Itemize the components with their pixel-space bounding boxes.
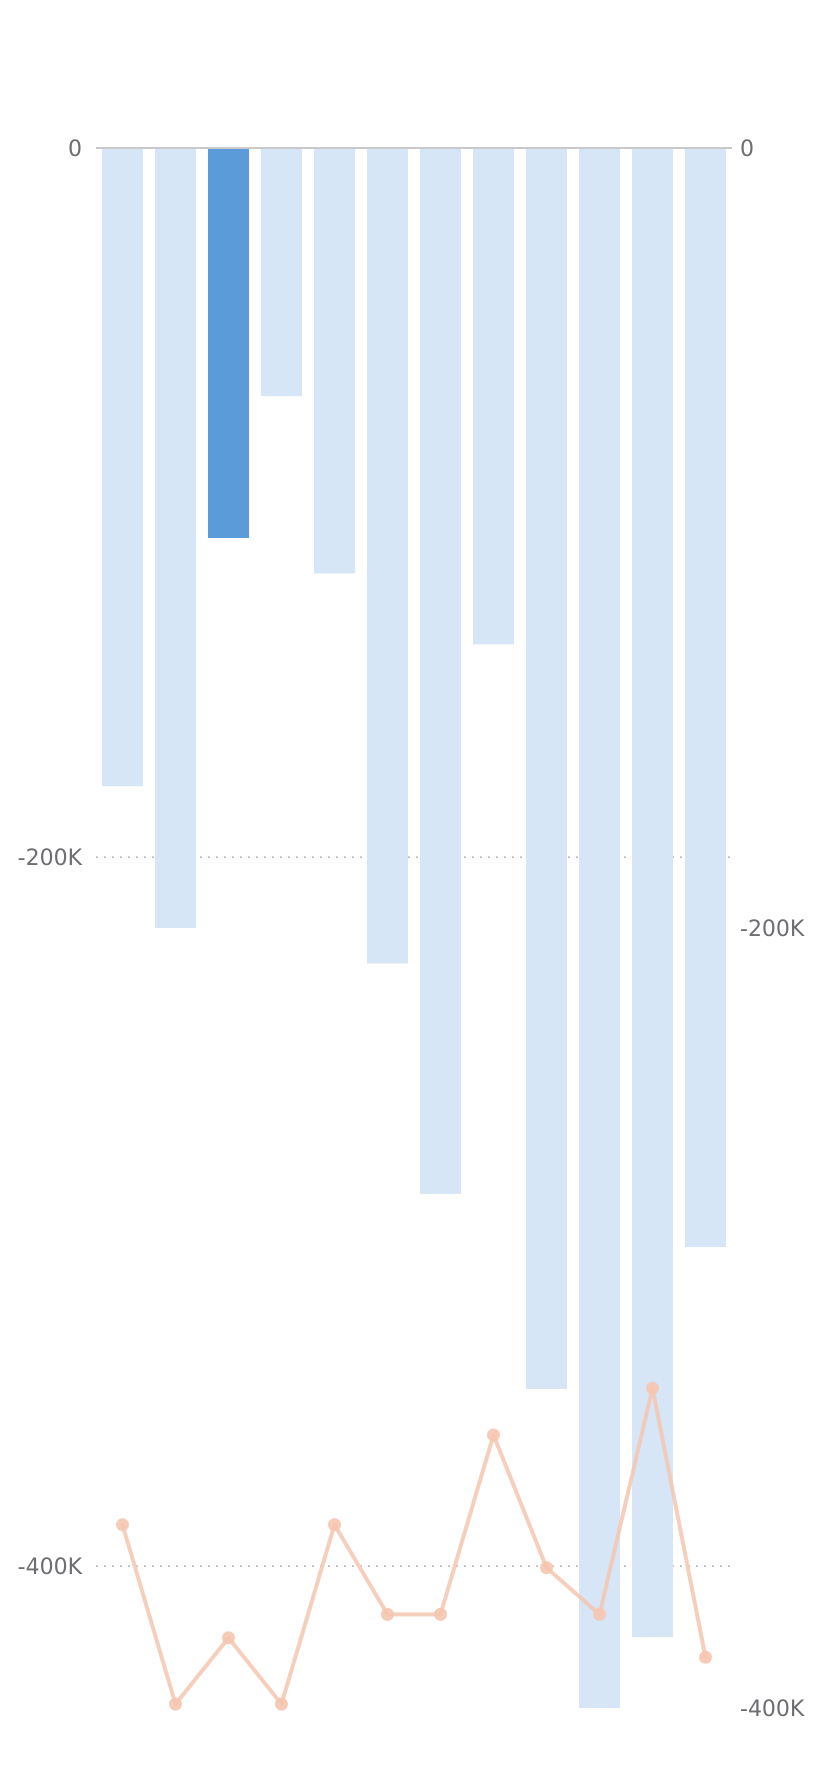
right-axis-ticks: 0 -200K -400K	[740, 137, 805, 1722]
line-point-7	[434, 1607, 447, 1621]
bar-11	[632, 148, 673, 1638]
line-point-10	[593, 1607, 606, 1621]
bar-5	[314, 148, 355, 574]
right-tick-label-0: 0	[740, 137, 754, 162]
bar-12	[685, 148, 726, 1248]
bar-8	[473, 148, 514, 645]
line-point-12	[699, 1650, 712, 1664]
bar-4	[261, 148, 302, 397]
bar-10	[579, 148, 620, 1708]
bar-7	[420, 148, 461, 1194]
left-axis-ticks: 0 -200K -400K	[18, 137, 83, 1580]
gridlines	[96, 856, 732, 1567]
line-series	[116, 1381, 712, 1711]
line-point-3	[222, 1631, 235, 1645]
bar-2	[155, 148, 196, 928]
line-point-6	[381, 1607, 394, 1621]
line-point-5	[328, 1518, 341, 1532]
line-point-1	[116, 1518, 129, 1532]
bar-series	[102, 148, 726, 1708]
line-point-9	[540, 1561, 553, 1575]
line-point-4	[275, 1697, 288, 1711]
left-tick-label-1: -200K	[18, 846, 83, 871]
right-tick-label-2: -400K	[740, 1697, 805, 1722]
bar-1	[102, 148, 143, 787]
line-path	[120, 1386, 708, 1707]
bar-6	[367, 148, 408, 964]
line-point-2	[169, 1697, 182, 1711]
left-tick-label-2: -400K	[18, 1555, 83, 1580]
left-tick-label-0: 0	[68, 137, 82, 162]
bar-3	[208, 148, 249, 538]
line-point-8	[487, 1428, 500, 1442]
bar-9	[526, 148, 567, 1389]
right-tick-label-1: -200K	[740, 917, 805, 942]
line-point-11	[646, 1381, 659, 1395]
